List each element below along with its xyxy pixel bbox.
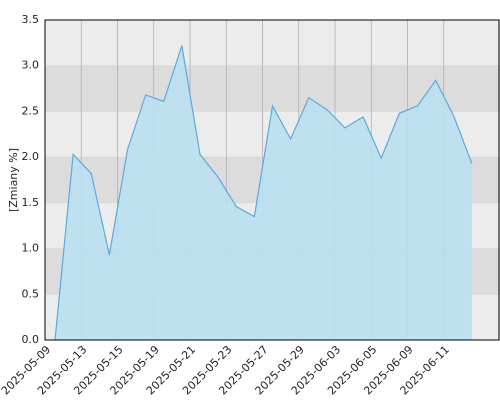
y-tick-label: 1.5 [22, 196, 40, 209]
y-tick-label: 2.5 [22, 104, 40, 117]
grid-band [45, 20, 500, 66]
y-tick-label: 3.5 [22, 13, 40, 26]
y-tick-label: 1.0 [22, 242, 40, 255]
y-tick-label: 0.0 [22, 333, 40, 346]
area-fill [55, 45, 472, 340]
y-tick-label: 2.0 [22, 150, 40, 163]
y-axis-label: [Zmiany %] [7, 148, 20, 212]
plot-frame [44, 19, 500, 341]
y-tick-label: 0.5 [22, 287, 40, 300]
area-line [54, 45, 473, 341]
y-tick-label: 3.0 [22, 59, 40, 72]
